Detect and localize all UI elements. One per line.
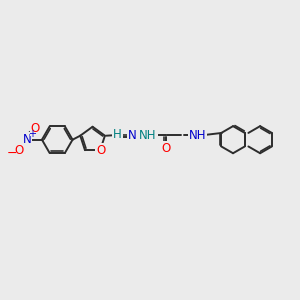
Text: +: +: [28, 129, 36, 140]
Text: O: O: [14, 144, 23, 158]
Text: −: −: [7, 147, 17, 160]
Text: N: N: [22, 133, 31, 146]
Text: H: H: [113, 128, 122, 141]
Text: O: O: [31, 122, 40, 135]
Text: NH: NH: [189, 129, 206, 142]
Text: N: N: [128, 129, 137, 142]
Text: NH: NH: [139, 129, 157, 142]
Text: O: O: [161, 142, 171, 154]
Text: O: O: [96, 144, 105, 157]
